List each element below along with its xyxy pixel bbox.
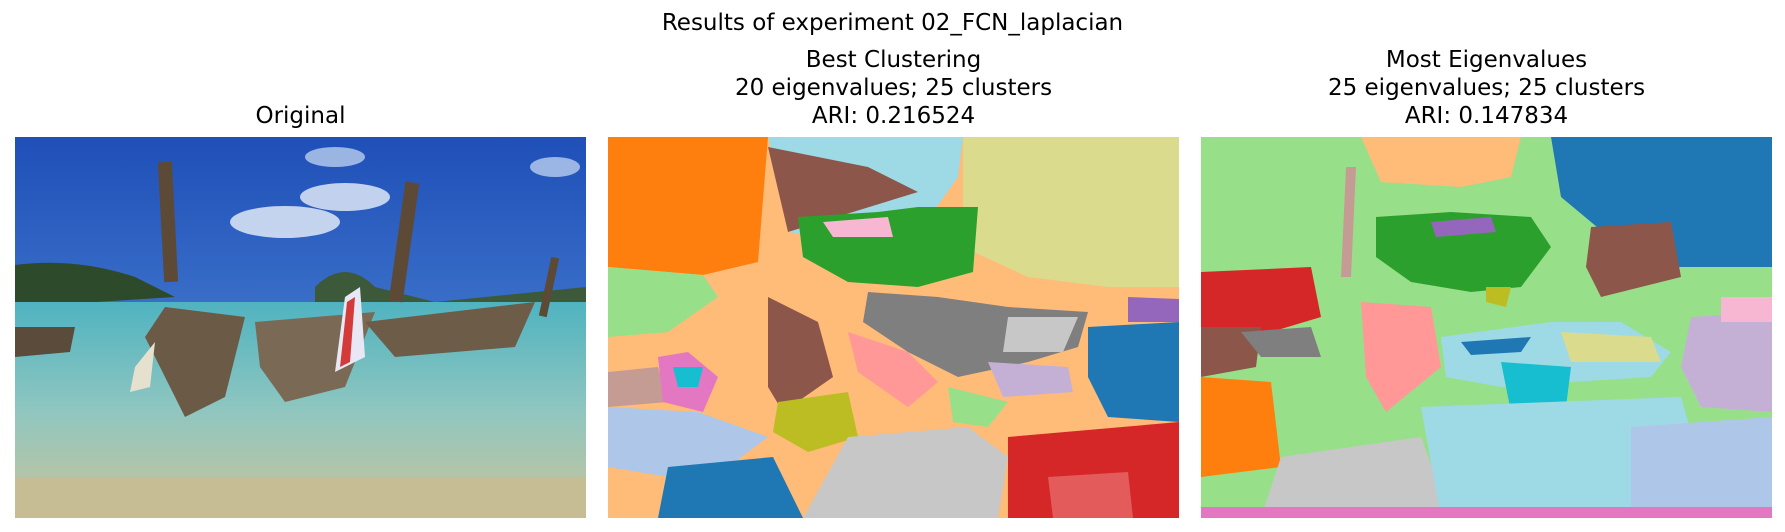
figure-suptitle: Results of experiment 02_FCN_laplacian [661,10,1124,36]
panel-title-line: Original [255,103,346,129]
segmentation-map-best [608,137,1179,518]
panel-title-most-eigenvalues: Most Eigenvalues 25 eigenvalues; 25 clus… [1201,46,1772,130]
panel-title-line: 25 eigenvalues; 25 clusters [1327,75,1646,101]
segmentation-map-most [1201,137,1772,518]
panel-title-line: 20 eigenvalues; 25 clusters [734,75,1053,101]
original-photo [15,137,586,518]
most-eigenvalues-segmentation [1201,137,1772,518]
panel-title-original: Original [15,102,586,130]
panel-title-line: ARI: 0.147834 [1404,103,1569,129]
original-image [15,137,586,518]
panel-title-line: ARI: 0.216524 [811,103,976,129]
panel-title-line: Most Eigenvalues [1385,47,1588,73]
best-clustering-segmentation [608,137,1179,518]
panel-title-best-clustering: Best Clustering 20 eigenvalues; 25 clust… [608,46,1179,130]
panel-title-line: Best Clustering [805,47,982,73]
